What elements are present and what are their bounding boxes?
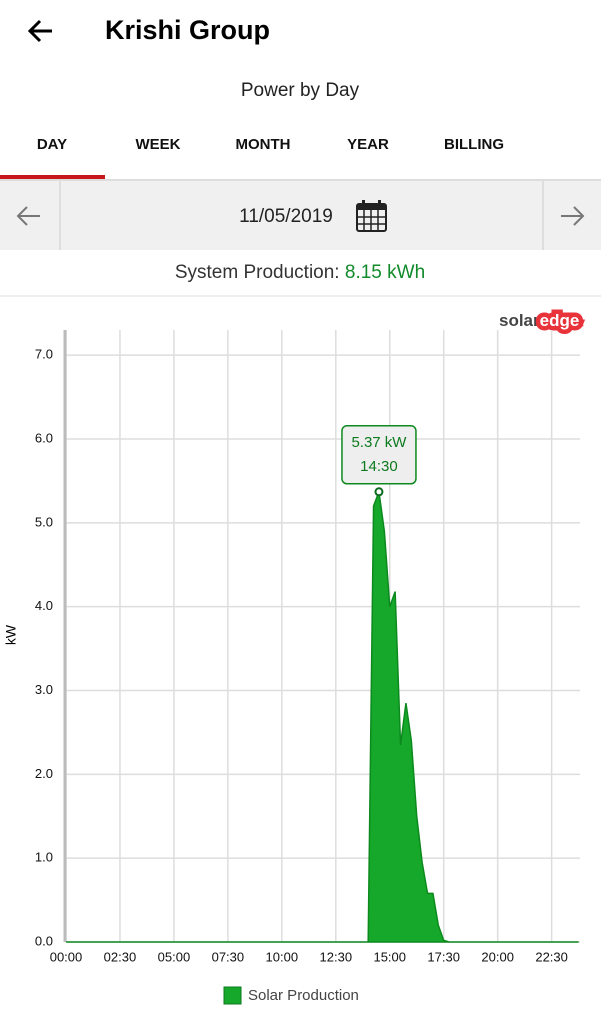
y-tick-label: 1.0 bbox=[35, 850, 53, 865]
calendar-button[interactable] bbox=[356, 200, 387, 232]
tab-bar: DAY WEEK MONTH YEAR BILLING bbox=[37, 136, 504, 153]
prev-day-button[interactable] bbox=[16, 206, 40, 226]
production-value: 8.15 kWh bbox=[345, 262, 425, 283]
tab[interactable]: WEEK bbox=[136, 136, 181, 153]
legend-swatch bbox=[223, 986, 242, 1005]
next-day-button[interactable] bbox=[561, 206, 585, 226]
page-subtitle: Power by Day bbox=[241, 80, 360, 101]
x-tick-label: 00:00 bbox=[50, 949, 83, 964]
tab[interactable]: BILLING bbox=[444, 136, 504, 153]
y-tick-label: 2.0 bbox=[35, 766, 53, 781]
y-tick-label: 4.0 bbox=[35, 598, 53, 613]
divider bbox=[0, 179, 601, 181]
date-label: 11/05/2019 bbox=[239, 206, 333, 227]
tooltip-value: 5.37 kW bbox=[351, 434, 407, 451]
tab-indicator bbox=[0, 175, 105, 179]
x-tick-label: 17:30 bbox=[427, 949, 460, 964]
divider bbox=[0, 295, 601, 297]
brand-part: edge bbox=[540, 311, 580, 330]
x-tick-label: 22:30 bbox=[535, 949, 568, 964]
y-tick-label: 5.0 bbox=[35, 514, 53, 529]
production-summary: System Production: 8.15 kWh bbox=[175, 262, 425, 283]
area bbox=[66, 491, 579, 943]
x-tick-label: 20:00 bbox=[481, 949, 514, 964]
app-title: Krishi Group bbox=[105, 15, 270, 45]
x-tick-label: 07:30 bbox=[212, 949, 245, 964]
y-axis-title: kW bbox=[3, 624, 19, 645]
x-tick-label: 02:30 bbox=[104, 949, 137, 964]
production-label: System Production: bbox=[175, 262, 340, 283]
x-tick-label: 15:00 bbox=[373, 949, 406, 964]
brand-part: solar bbox=[499, 311, 540, 330]
y-tick-label: 3.0 bbox=[35, 682, 53, 697]
tooltip-time: 14:30 bbox=[360, 458, 398, 475]
tab[interactable]: MONTH bbox=[236, 136, 291, 153]
tab[interactable]: YEAR bbox=[347, 136, 389, 153]
tooltip bbox=[341, 425, 417, 485]
y-tick-label: 7.0 bbox=[35, 347, 53, 362]
tab[interactable]: DAY bbox=[37, 136, 67, 153]
y-tick-label: 0.0 bbox=[35, 933, 53, 948]
date-bar bbox=[0, 181, 601, 250]
point-marker bbox=[374, 487, 384, 497]
chart: 0.0 1.0 2.0 3.0 4.0 5.0 6.0 7.0 00:00 02:30 05:00 0… bbox=[3, 330, 580, 1005]
legend-label: Solar Production bbox=[248, 987, 359, 1004]
x-tick-label: 12:30 bbox=[320, 949, 353, 964]
brand-logo: solaredge bbox=[499, 311, 579, 330]
x-tick-label: 05:00 bbox=[158, 949, 191, 964]
x-tick-label: 10:00 bbox=[266, 949, 299, 964]
back-button[interactable] bbox=[27, 19, 52, 43]
y-tick-label: 6.0 bbox=[35, 430, 53, 445]
